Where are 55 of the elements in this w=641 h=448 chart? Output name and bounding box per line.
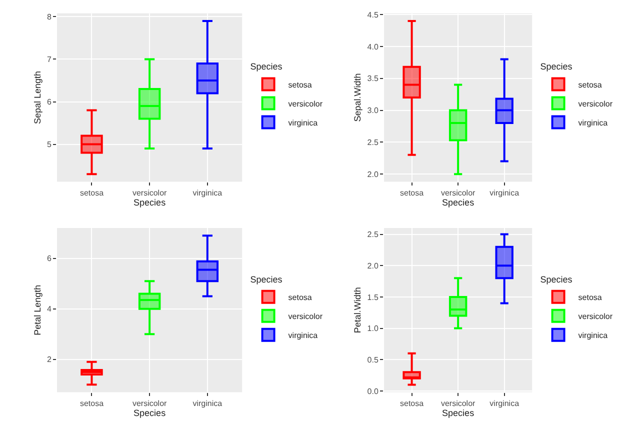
- x-axis-title: Species: [250, 274, 283, 284]
- y-tick-label: 2.0: [367, 170, 379, 179]
- legend-label: versicolor: [288, 312, 323, 321]
- y-tick-label: 6: [46, 254, 52, 264]
- y-tick-label: 4.5: [367, 10, 379, 20]
- y-axis-title: Petal Length: [32, 284, 42, 336]
- x-axis-title: Species: [540, 274, 573, 284]
- legend-label: virginica: [288, 330, 318, 340]
- x-tick-label: versicolor: [132, 398, 168, 408]
- x-tick-label: virginica: [192, 398, 223, 408]
- x-axis-title: Species: [250, 62, 283, 72]
- y-tick-label: 3.5: [367, 74, 379, 84]
- y-tick-label: 2.5: [367, 230, 379, 240]
- legend-label: setosa: [578, 80, 602, 90]
- legend-label: virginica: [578, 118, 608, 128]
- y-tick-label: 7: [46, 55, 52, 64]
- y-tick-label: 6: [46, 98, 52, 107]
- y-tick-label: 2.5: [367, 138, 379, 147]
- x-axis-title: Species: [540, 62, 573, 72]
- legend-label: versicolor: [578, 99, 613, 108]
- legend-title: Species: [134, 197, 166, 208]
- y-tick-label: 0.5: [367, 355, 379, 364]
- y-tick-label: 2: [46, 355, 52, 364]
- legend-label: setosa: [578, 292, 602, 302]
- y-tick-label: 1.0: [367, 324, 379, 334]
- y-axis-title: Sepal.Width: [352, 73, 363, 122]
- x-tick-label: virginica: [490, 398, 520, 408]
- x-tick-label: setosa: [400, 188, 424, 198]
- legend-label: virginica: [288, 118, 318, 128]
- y-tick-label: 4.0: [367, 42, 379, 52]
- x-tick-label: setosa: [80, 188, 104, 198]
- legend-title: Species: [442, 408, 475, 418]
- y-tick-label: 8: [46, 12, 52, 22]
- y-tick-label: 5: [46, 140, 52, 150]
- y-tick-label: 1.5: [367, 292, 379, 302]
- legend-label: setosa: [288, 80, 312, 90]
- x-tick-label: virginica: [192, 188, 223, 198]
- y-tick-label: 3.0: [367, 106, 379, 116]
- x-tick-label: versicolor: [440, 188, 476, 198]
- y-tick-label: 2.0: [367, 261, 379, 270]
- y-tick-label: 0.0: [367, 386, 379, 396]
- x-tick-label: versicolor: [440, 398, 476, 408]
- x-tick-label: versicolor: [132, 188, 168, 198]
- x-tick-label: setosa: [80, 398, 104, 408]
- legend-title: Species: [442, 197, 475, 208]
- legend-label: versicolor: [578, 312, 613, 321]
- y-tick-label: 4: [46, 304, 52, 314]
- x-tick-label: setosa: [400, 398, 424, 408]
- legend-label: setosa: [288, 292, 312, 302]
- legend-label: virginica: [578, 330, 608, 340]
- y-axis-title: Sepal Length: [32, 70, 42, 124]
- legend-label: versicolor: [288, 99, 323, 108]
- x-tick-label: virginica: [490, 188, 520, 198]
- y-axis-title: Petal.Width: [352, 287, 363, 334]
- legend-title: Species: [134, 408, 166, 418]
